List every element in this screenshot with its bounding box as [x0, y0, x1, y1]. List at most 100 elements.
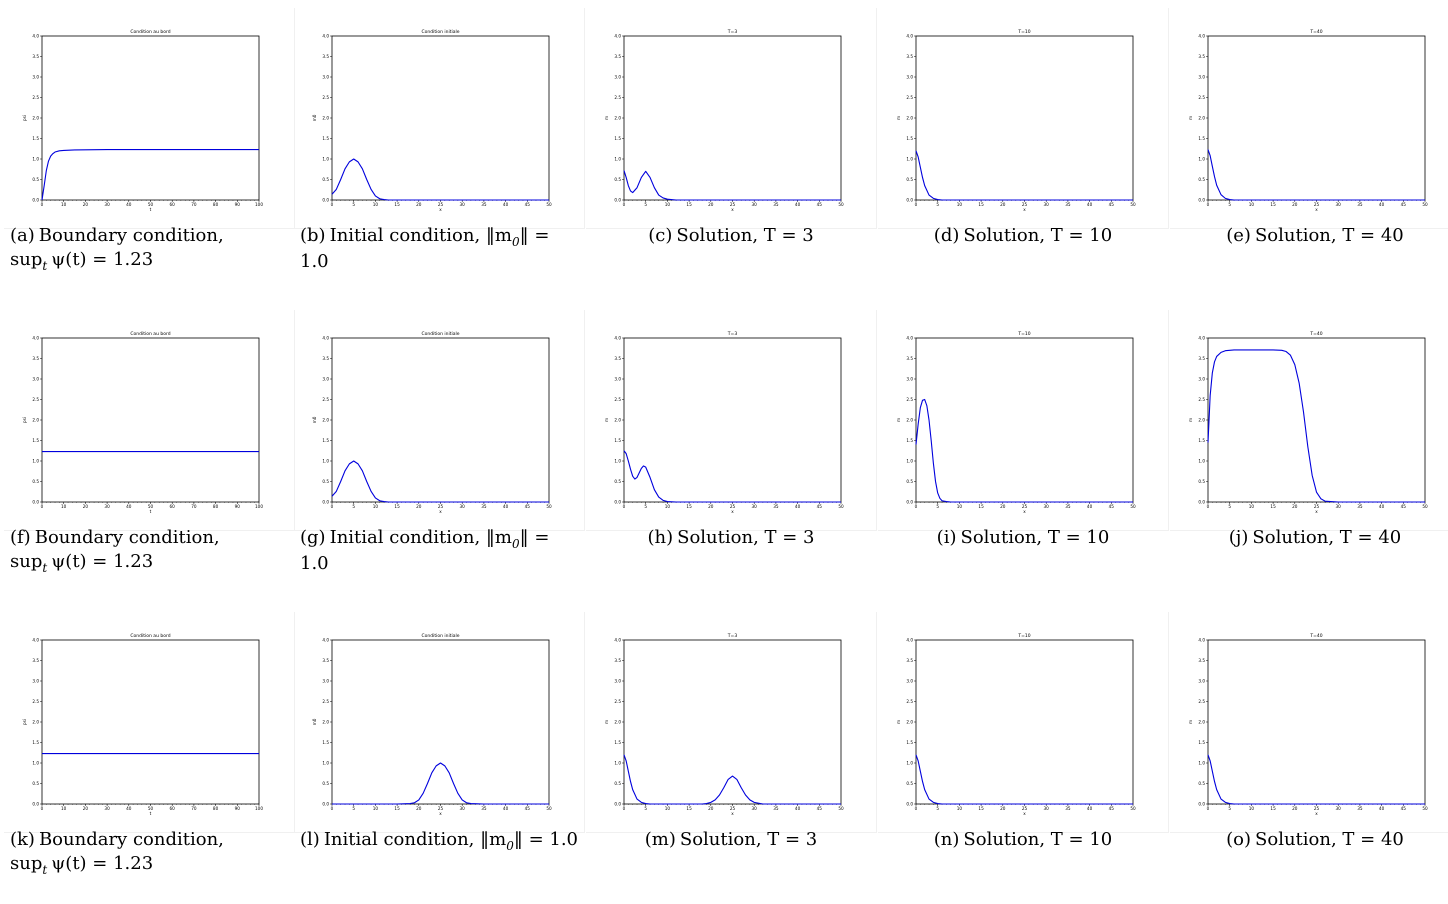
- y-tick-label: 2.0: [32, 418, 39, 423]
- subfigure-d: T=10 0 5 10 15 20 25 30 35 40 45 50 0.0 0.5 1.0 1.5 2.0 2…: [878, 0, 1169, 300]
- x-tick-label: 30: [104, 806, 110, 811]
- x-axis-label: x: [439, 509, 442, 514]
- y-tick-label: 3.5: [32, 54, 39, 59]
- y-tick-label: 1.5: [906, 740, 913, 745]
- x-tick-label: 25: [730, 806, 736, 811]
- x-tick-label: 5: [1228, 202, 1231, 207]
- caption: (o) Solution, T = 40: [1176, 828, 1448, 852]
- x-tick-label: 0: [915, 504, 918, 509]
- y-tick-label: 4.0: [1198, 336, 1205, 341]
- y-tick-label: 1.0: [32, 459, 39, 464]
- y-tick-label: 3.5: [322, 658, 329, 663]
- y-axis-label: psi: [22, 115, 27, 121]
- x-tick-label: 30: [752, 504, 758, 509]
- x-tick-label: 10: [957, 202, 963, 207]
- x-tick-label: 5: [1228, 504, 1231, 509]
- x-tick-label: 30: [752, 806, 758, 811]
- chart-d: T=10 0 5 10 15 20 25 30 35 40 45 50 0.0 0.5 1.0 1.5 2.0 2…: [896, 29, 1136, 212]
- caption-subscript: 0: [511, 537, 520, 551]
- plot-panel: T=40 0 5 10 15 20 25 30 35 40 45 50 0.0 0.5 1.0 1.5 2.0 2…: [1170, 612, 1448, 833]
- x-tick-label: 15: [394, 806, 400, 811]
- y-tick-label: 2.0: [322, 116, 329, 121]
- x-tick-label: 10: [373, 504, 379, 509]
- series-line: [623, 450, 841, 503]
- y-tick-label: 4.0: [32, 638, 39, 643]
- y-tick-label: 2.0: [1198, 720, 1205, 725]
- subfigure-i: T=10 0 5 10 15 20 25 30 35 40 45 50 0.0 0.5 1.0 1.5 2.0 2…: [878, 302, 1169, 602]
- x-axis-label: t: [150, 509, 152, 514]
- y-tick-label: 0.0: [614, 802, 621, 807]
- y-tick-label: 3.5: [906, 658, 913, 663]
- y-tick-label: 0.5: [906, 781, 913, 786]
- plot-panel: Condition au bord 0 10 20 30 40 50 60 70 80 90 100 0…: [4, 8, 295, 229]
- caption-label: (k): [10, 829, 35, 850]
- plot-frame: [915, 35, 1134, 201]
- chart-title: Condition au bord: [130, 331, 170, 337]
- y-tick-label: 0.5: [1198, 479, 1205, 484]
- chart-title: T=3: [727, 633, 738, 639]
- chart-c: T=3 0 5 10 15 20 25 30 35 40 45 50 0.0 0.5 1.0 1.5 2.0 2.…: [604, 29, 844, 212]
- x-tick-label: 0: [41, 504, 44, 509]
- y-axis-label: m: [896, 418, 901, 422]
- y-tick-label: 1.5: [322, 740, 329, 745]
- y-tick-label: 3.0: [322, 377, 329, 382]
- x-tick-label: 5: [936, 806, 939, 811]
- y-tick-label: 2.5: [1198, 397, 1205, 402]
- y-tick-label: 1.5: [32, 438, 39, 443]
- y-tick-label: 4.0: [32, 34, 39, 39]
- y-tick-label: 4.0: [322, 336, 329, 341]
- chart-b: Condition initiale 0 5 10 15 20 25 30 35 40 45 50 0.…: [312, 29, 552, 212]
- y-tick-label: 1.0: [614, 157, 621, 162]
- caption-tail: ‖ = 1.0: [513, 829, 578, 850]
- series-line: [331, 460, 549, 503]
- x-axis-label: x: [1315, 207, 1318, 212]
- x-tick-label: 15: [1270, 806, 1276, 811]
- x-tick-label: 80: [213, 504, 219, 509]
- caption-sup: sup: [10, 853, 43, 875]
- y-tick-label: 3.5: [906, 54, 913, 59]
- x-tick-label: 50: [1130, 504, 1136, 509]
- x-tick-label: 0: [1207, 806, 1210, 811]
- y-axis-label: m: [896, 116, 901, 120]
- x-tick-label: 20: [1292, 202, 1298, 207]
- y-axis-label: m: [896, 720, 901, 724]
- y-tick-label: 0.0: [614, 500, 621, 505]
- caption: (j) Solution, T = 40: [1176, 526, 1448, 550]
- x-tick-label: 40: [126, 202, 132, 207]
- x-tick-label: 35: [1065, 504, 1071, 509]
- x-axis-label: x: [1023, 509, 1026, 514]
- y-tick-label: 3.5: [32, 356, 39, 361]
- x-tick-label: 50: [546, 202, 552, 207]
- y-tick-label: 1.5: [322, 438, 329, 443]
- x-tick-label: 0: [331, 504, 334, 509]
- chart-title: T=10: [1017, 633, 1030, 639]
- caption-text: Solution, T = 40: [1254, 225, 1404, 246]
- x-tick-label: 35: [481, 504, 487, 509]
- caption: (l) Initial condition, ‖m0‖ = 1.0: [300, 828, 578, 854]
- plot-panel: T=10 0 5 10 15 20 25 30 35 40 45 50 0.0 0.5 1.0 1.5 2.0 2…: [878, 310, 1169, 531]
- x-tick-label: 35: [481, 202, 487, 207]
- chart-j: T=40 0 5 10 15 20 25 30 35 40 45 50 0.0 0.5 1.0 1.5 2.0 2…: [1188, 331, 1428, 514]
- x-tick-label: 20: [1292, 504, 1298, 509]
- y-tick-label: 2.5: [322, 95, 329, 100]
- caption-expr: ψ(t) = 1.23: [51, 853, 154, 875]
- x-tick-label: 60: [170, 202, 176, 207]
- x-tick-label: 15: [1270, 202, 1276, 207]
- x-tick-label: 20: [83, 806, 89, 811]
- y-tick-label: 3.5: [1198, 356, 1205, 361]
- x-tick-label: 10: [1249, 202, 1255, 207]
- y-tick-label: 1.0: [1198, 459, 1205, 464]
- y-tick-label: 0.5: [1198, 177, 1205, 182]
- caption-label: (o): [1226, 829, 1252, 850]
- x-tick-label: 50: [148, 806, 154, 811]
- caption-tail: ‖ = 1.0: [300, 225, 550, 273]
- y-tick-label: 0.5: [322, 177, 329, 182]
- x-tick-label: 25: [1022, 504, 1028, 509]
- x-axis-label: x: [439, 207, 442, 212]
- y-tick-label: 0.0: [906, 198, 913, 203]
- x-tick-label: 25: [730, 202, 736, 207]
- y-tick-label: 2.5: [1198, 699, 1205, 704]
- y-tick-label: 3.0: [1198, 75, 1205, 80]
- x-tick-label: 20: [83, 504, 89, 509]
- x-tick-label: 20: [1000, 202, 1006, 207]
